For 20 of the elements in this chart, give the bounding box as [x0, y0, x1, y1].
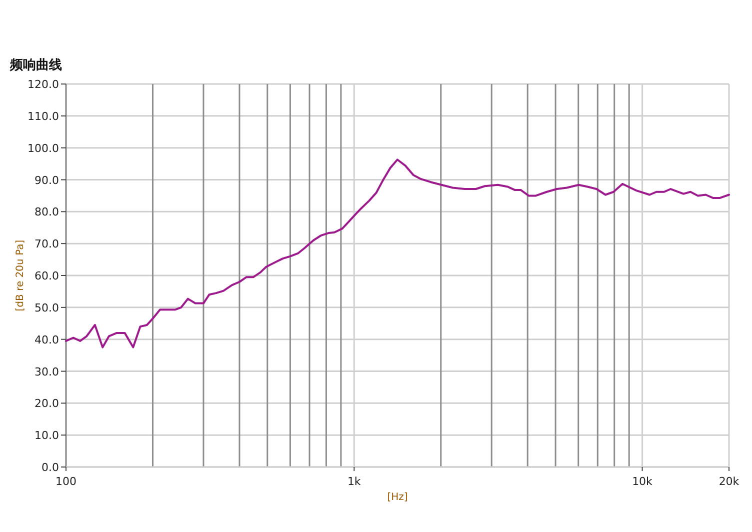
y-tick-label: 100.0: [28, 142, 59, 155]
y-tick-label: 10.0: [34, 429, 59, 442]
y-tick-label: 20.0: [34, 397, 59, 410]
y-tick-label: 0.0: [42, 461, 59, 474]
y-tick-label: 110.0: [28, 110, 59, 123]
x-tick-label: 10k: [632, 475, 654, 488]
y-tick-label: 120.0: [28, 78, 59, 91]
y-tick-label: 80.0: [34, 206, 59, 219]
y-tick-label: 50.0: [34, 301, 59, 314]
y-tick-label: 30.0: [34, 365, 59, 378]
x-tick-label: 100: [56, 475, 76, 488]
x-tick-label: 1k: [347, 475, 362, 488]
y-tick-label: 90.0: [34, 174, 59, 187]
x-tick-label: 20k: [718, 475, 740, 488]
y-axis-title: [dB re 20u Pa]: [15, 240, 26, 312]
chart-title: 频响曲线: [9, 58, 62, 73]
x-axis-title: [Hz]: [387, 492, 408, 503]
y-tick-label: 60.0: [34, 270, 59, 282]
y-tick-label: 70.0: [34, 238, 59, 251]
y-tick-label: 40.0: [34, 333, 59, 346]
